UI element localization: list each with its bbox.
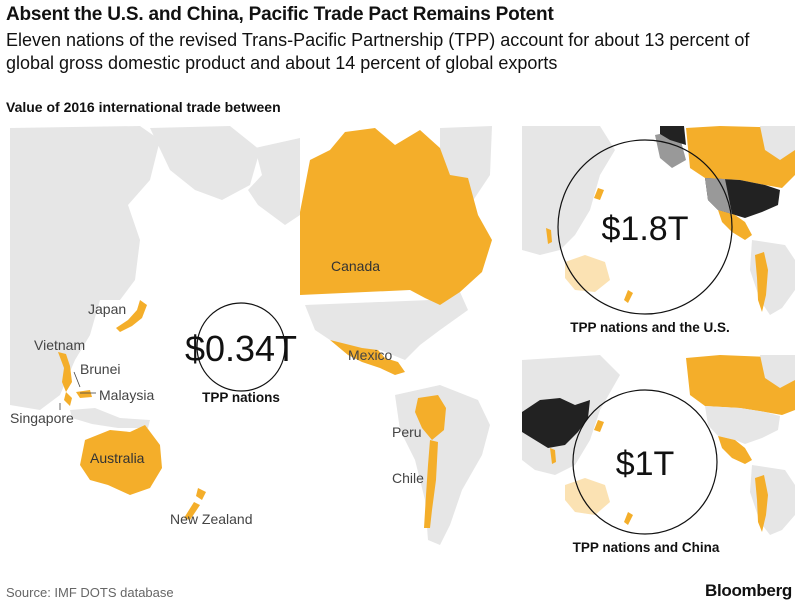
- inset-us-new-zealand: [624, 290, 633, 303]
- source-note: Source: IMF DOTS database: [6, 585, 174, 600]
- inset-china-south-america-land: [750, 465, 795, 535]
- malaysia-shape: [64, 390, 92, 406]
- inset-us-vietnam: [546, 228, 552, 244]
- inset-us-usa-overlap: [705, 178, 732, 214]
- main-caption: TPP nations: [202, 390, 280, 405]
- inset-china-china: [522, 398, 590, 448]
- russia-east-land: [150, 126, 260, 200]
- peru-shape: [415, 395, 446, 440]
- label-brunei: Brunei: [80, 361, 120, 377]
- inset-china-mexico: [718, 436, 752, 464]
- label-malaysia: Malaysia: [99, 387, 154, 403]
- japan-shape: [116, 300, 147, 332]
- label-canada: Canada: [331, 258, 380, 274]
- south-america-land: [395, 385, 490, 545]
- inset-china-peru-chile: [755, 475, 768, 532]
- indonesia-land: [70, 408, 150, 428]
- asia-land: [10, 126, 160, 410]
- label-mexico: Mexico: [348, 347, 393, 363]
- label-japan: Japan: [88, 301, 126, 317]
- chart-subtitle: Eleven nations of the revised Trans-Paci…: [6, 30, 750, 73]
- label-peru: Peru: [392, 424, 422, 440]
- inset-us-value-circle: [557, 139, 733, 315]
- inset-china-vietnam: [550, 448, 556, 464]
- inset-us-value-label: $1.8T: [602, 210, 689, 248]
- australia-shape: [80, 425, 162, 495]
- chart-title: Absent the U.S. and China, Pacific Trade…: [6, 4, 554, 25]
- inset-us-alaska-dark: [660, 126, 686, 145]
- inset-china-australia: [565, 478, 610, 515]
- inset-us-greenland: [760, 126, 795, 160]
- inset-us-peru-chile: [755, 252, 768, 312]
- vietnam-shape: [58, 352, 72, 392]
- label-new-zealand: New Zealand: [170, 511, 253, 527]
- alaska-land: [248, 138, 300, 225]
- label-vietnam: Vietnam: [34, 337, 85, 353]
- inset-china-greenland: [760, 355, 795, 388]
- inset-china-value-circle: [572, 389, 718, 535]
- section-label: Value of 2016 international trade betwee…: [6, 99, 281, 115]
- inset-china-japan: [594, 420, 604, 432]
- mexico-shape: [330, 340, 405, 375]
- label-australia: Australia: [90, 450, 145, 466]
- main-map: Canada Japan Vietnam Brunei Malaysia Sin…: [10, 126, 492, 545]
- inset-us-south-america-land: [750, 240, 795, 315]
- canada-shape: [300, 128, 492, 305]
- inset-china-map: $1T TPP nations and China: [522, 355, 795, 555]
- label-singapore: Singapore: [10, 410, 74, 426]
- usa-land: [305, 292, 468, 360]
- inset-us-caption: TPP nations and the U.S.: [570, 320, 730, 335]
- main-value-label: $0.34T: [185, 328, 297, 369]
- brunei-leader: [73, 371, 81, 388]
- label-chile: Chile: [392, 470, 424, 486]
- new-zealand-shape: [184, 488, 206, 520]
- inset-us-mexico: [718, 210, 752, 240]
- bloomberg-logo: Bloomberg: [704, 581, 792, 600]
- inset-china-caption: TPP nations and China: [573, 540, 720, 555]
- main-value-circle: [196, 302, 286, 392]
- inset-us-australia: [565, 255, 610, 292]
- inset-china-new-zealand: [624, 512, 633, 525]
- chile-shape: [424, 440, 438, 528]
- inset-us-japan: [594, 188, 604, 200]
- inset-china-usa: [705, 406, 780, 444]
- inset-china-value-label: $1T: [616, 445, 675, 483]
- inset-us-map: $1.8T TPP nations and the U.S.: [522, 126, 795, 335]
